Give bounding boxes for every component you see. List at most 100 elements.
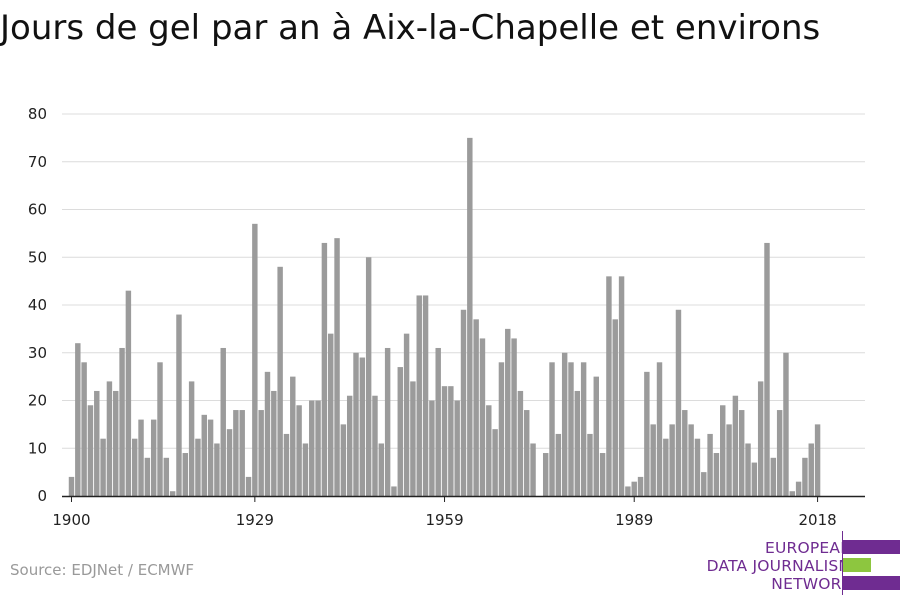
bar-2003 — [720, 405, 726, 496]
bar-1945 — [353, 352, 359, 496]
x-tick-label-2018: 2018 — [798, 511, 836, 529]
bar-1944 — [346, 395, 353, 496]
edjnet-logo: EUROPEAN DATA JOURNALISM NETWORK — [700, 531, 900, 595]
bar-1930 — [258, 410, 264, 496]
axes: 0 10 20 30 40 50 60 70 80 1900 1929 1959 1989 2018 — [28, 105, 865, 529]
bar-1976 — [549, 362, 555, 496]
bar-1971 — [517, 390, 524, 496]
bar-1975 — [542, 453, 549, 496]
y-tick-label-30: 30 — [28, 344, 47, 362]
bar-1991 — [644, 371, 650, 496]
bar-1939 — [315, 400, 321, 496]
bar-1918 — [182, 453, 189, 496]
x-tick-label-1929: 1929 — [236, 511, 274, 529]
bar-1969 — [505, 328, 511, 496]
y-tick-label-60: 60 — [28, 201, 47, 219]
y-tick-label-10: 10 — [28, 439, 47, 457]
bar-2002 — [713, 453, 720, 496]
bar-1919 — [188, 381, 195, 496]
bar-1988 — [625, 486, 631, 496]
bar-1949 — [378, 443, 385, 496]
bar-1982 — [587, 433, 593, 496]
bar-2007 — [745, 443, 751, 496]
logo-bar-middle — [843, 558, 871, 572]
bar-1933 — [277, 266, 283, 496]
y-tick-label-50: 50 — [28, 248, 47, 266]
bar-1960 — [448, 386, 454, 496]
bar-1926 — [233, 410, 239, 496]
bar-2014 — [789, 491, 796, 496]
bar-1947 — [365, 257, 372, 496]
bar-1931 — [264, 371, 271, 496]
bar-1992 — [650, 424, 656, 496]
bar-1908 — [119, 347, 125, 496]
bar-1953 — [403, 333, 410, 496]
bar-1990 — [637, 476, 644, 496]
logo-line-network: NETWORK — [771, 575, 852, 593]
x-tick-label-1959: 1959 — [425, 511, 463, 529]
bar-1900 — [68, 476, 75, 496]
bar-1995 — [669, 424, 675, 496]
bars — [68, 137, 821, 496]
y-tick-label-0: 0 — [37, 487, 47, 505]
bar-1981 — [580, 362, 587, 496]
bar-1997 — [682, 410, 688, 496]
bar-2015 — [795, 481, 802, 496]
bar-1903 — [87, 405, 94, 496]
bar-1940 — [321, 242, 328, 496]
bar-1901 — [75, 343, 81, 496]
bar-1989 — [631, 481, 637, 496]
bar-1915 — [163, 457, 170, 496]
bar-1921 — [201, 414, 207, 496]
bar-1932 — [271, 390, 277, 496]
bar-2011 — [770, 457, 777, 496]
bar-1928 — [245, 476, 252, 496]
bar-1951 — [391, 486, 397, 496]
bar-1987 — [618, 276, 625, 496]
bar-1904 — [94, 390, 100, 496]
bar-1973 — [530, 443, 536, 496]
bar-1968 — [498, 362, 505, 496]
bar-1979 — [568, 362, 574, 496]
bar-1962 — [460, 309, 467, 496]
bar-1905 — [100, 438, 106, 496]
bar-1993 — [656, 362, 663, 496]
bar-1922 — [207, 419, 214, 496]
bar-1980 — [574, 390, 581, 496]
chart-title: Jours de gel par an à Aix-la-Chapelle et… — [0, 8, 821, 48]
bar-1916 — [169, 491, 176, 496]
bar-1964 — [473, 319, 479, 496]
x-tick-label-1900: 1900 — [52, 511, 90, 529]
bar-1923 — [214, 443, 220, 496]
bar-1911 — [138, 419, 144, 496]
bar-1934 — [283, 433, 290, 496]
bar-1907 — [113, 390, 119, 496]
logo-line-european: EUROPEAN — [764, 539, 852, 557]
source-note: Source: EDJNet / ECMWF — [10, 561, 195, 579]
bar-2001 — [707, 433, 713, 496]
y-tick-label-20: 20 — [28, 392, 47, 410]
bar-2018 — [814, 424, 821, 496]
bar-2010 — [764, 242, 770, 496]
bar-2017 — [808, 443, 814, 496]
bar-1977 — [555, 433, 562, 496]
bar-1950 — [384, 347, 391, 496]
logo-line-data-journalism: DATA JOURNALISM — [706, 557, 852, 575]
bar-1994 — [663, 438, 669, 496]
y-tick-label-80: 80 — [28, 105, 47, 123]
bar-1967 — [492, 429, 498, 496]
bar-1985 — [606, 276, 612, 496]
bar-1999 — [694, 438, 701, 496]
bar-1948 — [372, 395, 378, 496]
bar-1946 — [359, 357, 366, 496]
y-tick-label-40: 40 — [28, 296, 47, 314]
bar-1935 — [290, 376, 296, 496]
bar-1996 — [675, 309, 682, 496]
bar-1920 — [195, 438, 201, 496]
bar-1972 — [524, 410, 530, 496]
bar-1963 — [467, 137, 473, 496]
bar-1986 — [612, 319, 618, 496]
bar-1970 — [511, 338, 517, 496]
bar-1955 — [416, 295, 422, 496]
